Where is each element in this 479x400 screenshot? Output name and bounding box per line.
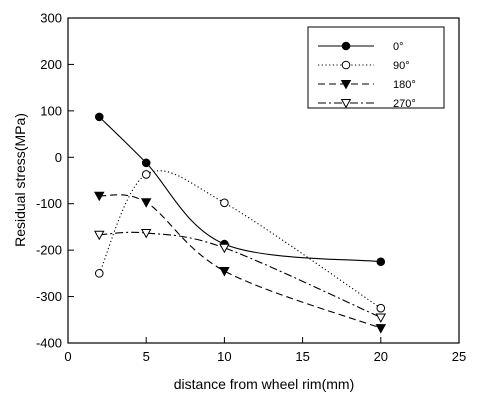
y-axis-ticks: -400 -300 -200 -100 0 100 200 300 bbox=[36, 11, 74, 351]
legend-label: 180° bbox=[393, 79, 416, 91]
data-point bbox=[140, 198, 152, 208]
data-point bbox=[375, 313, 387, 323]
legend-label: 90° bbox=[393, 60, 410, 72]
plot-frame bbox=[67, 17, 460, 344]
data-point bbox=[219, 267, 230, 277]
legend-box bbox=[307, 26, 445, 109]
y-tick-label: 200 bbox=[40, 57, 62, 72]
x-tick-label: 20 bbox=[374, 349, 388, 364]
series-2 bbox=[94, 170, 386, 313]
data-point bbox=[141, 170, 151, 179]
y-tick-label: -200 bbox=[36, 243, 62, 258]
y-tick-label: -100 bbox=[36, 196, 62, 211]
x-tick-label: 15 bbox=[295, 349, 309, 364]
series-line bbox=[99, 194, 381, 329]
data-point bbox=[375, 324, 387, 334]
data-point bbox=[141, 158, 151, 168]
legend-label: 0° bbox=[393, 41, 404, 53]
series-line bbox=[98, 170, 382, 309]
series-line bbox=[99, 231, 382, 318]
y-tick-label: -400 bbox=[36, 336, 62, 351]
data-point bbox=[376, 257, 386, 267]
y-tick-label: 300 bbox=[40, 11, 62, 26]
legend-marker bbox=[340, 98, 352, 109]
data-point bbox=[219, 243, 230, 254]
y-tick-label: 0 bbox=[55, 150, 62, 165]
y-tick-label: -300 bbox=[36, 289, 62, 304]
x-tick-label: 0 bbox=[64, 349, 71, 364]
x-axis-title: distance from wheel rim(mm) bbox=[174, 376, 354, 392]
series-line bbox=[98, 116, 381, 263]
legend-entry: 0° bbox=[318, 41, 404, 53]
series-layer bbox=[94, 112, 387, 334]
x-tick-label: 25 bbox=[452, 349, 466, 364]
y-axis-title: Residual stress(MPa) bbox=[12, 113, 28, 247]
y-tick-label: 100 bbox=[40, 103, 62, 118]
legend-marker bbox=[340, 79, 352, 90]
data-point bbox=[140, 228, 152, 239]
legend-marker bbox=[341, 41, 351, 51]
series-3 bbox=[94, 191, 387, 334]
legend-entry: 180° bbox=[318, 79, 416, 91]
legend-label: 270° bbox=[393, 98, 416, 110]
x-tick-label: 10 bbox=[217, 349, 231, 364]
data-point bbox=[94, 112, 104, 122]
legend-marker bbox=[341, 60, 351, 70]
legend-entry: 90° bbox=[318, 60, 410, 72]
legend-entries: 0° 90° 180° 270° bbox=[318, 41, 416, 110]
legend-entry: 270° bbox=[318, 98, 416, 110]
series-1 bbox=[94, 112, 386, 267]
x-tick-label: 5 bbox=[143, 349, 150, 364]
legend: 0° 90° 180° 270° bbox=[307, 26, 445, 110]
series-4 bbox=[94, 228, 387, 323]
x-axis-ticks: 0 5 10 15 20 25 bbox=[64, 337, 466, 364]
data-point bbox=[94, 269, 104, 278]
data-point bbox=[94, 191, 105, 202]
data-point bbox=[376, 303, 386, 313]
data-point bbox=[94, 230, 105, 241]
data-point bbox=[220, 198, 229, 208]
